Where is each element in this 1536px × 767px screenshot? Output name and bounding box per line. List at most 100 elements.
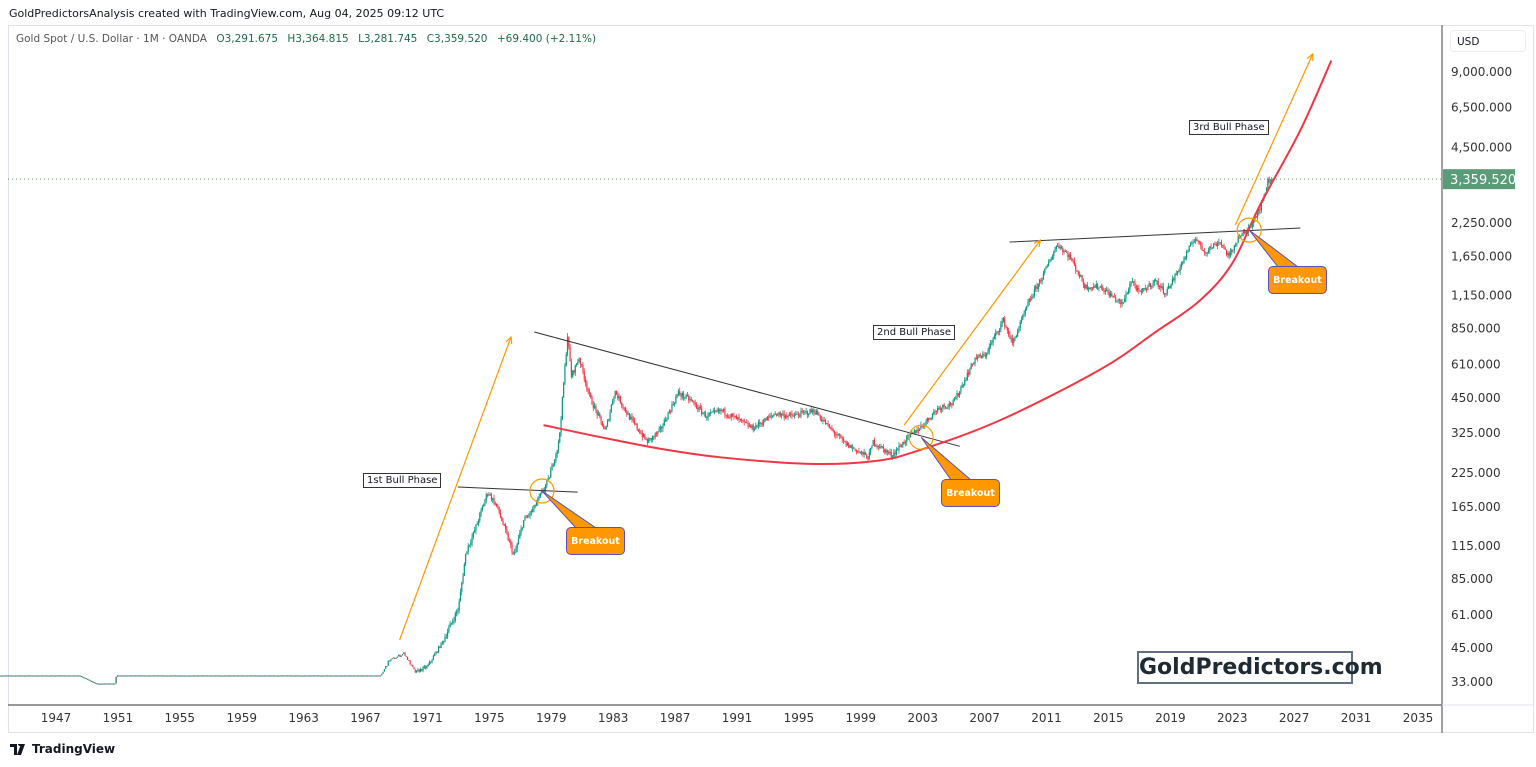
candle-body (111, 683, 113, 685)
candle-body (624, 407, 627, 412)
candle-body (661, 427, 663, 429)
price-tick-label: 2,250.000 (1451, 216, 1512, 230)
candle-body (768, 416, 770, 418)
time-tick-label: 1987 (660, 711, 691, 725)
candle-body (743, 420, 745, 422)
candle-body (416, 670, 418, 673)
candle-body (1215, 243, 1217, 247)
arrow-head-icon (1033, 239, 1042, 248)
candle-body (622, 405, 624, 408)
candle-body (348, 675, 351, 677)
candle-body (1180, 262, 1183, 267)
candle-body (557, 442, 560, 450)
candle-body (181, 675, 183, 677)
candle-body (327, 675, 329, 677)
candle-body (682, 393, 685, 398)
candle-body (600, 416, 602, 422)
candle-body (183, 675, 186, 677)
second-bull-phase-label: 2nd Bull Phase (873, 325, 956, 340)
candle-body (1250, 226, 1252, 228)
candle-body (732, 413, 734, 416)
candle-body (578, 358, 580, 362)
candle-body (559, 432, 561, 443)
candle-body (51, 675, 53, 677)
price-tick-label: 165.000 (1451, 500, 1501, 514)
candle-body (744, 421, 747, 423)
candle-body (341, 675, 343, 677)
candle-body (1220, 242, 1223, 245)
candle-body (16, 675, 18, 677)
candle-body (320, 675, 322, 677)
candle-body (1071, 258, 1073, 261)
candle-body (919, 429, 921, 431)
candle-body (618, 396, 620, 399)
candle-body (1223, 245, 1225, 249)
candle-body (563, 383, 565, 398)
candle-body (334, 675, 336, 677)
candle-body (450, 622, 453, 624)
candle-body (270, 675, 272, 677)
candle-body (566, 336, 569, 355)
candle-body (837, 434, 839, 436)
candle-body (48, 675, 50, 677)
candle-body (410, 664, 413, 666)
candle-body (510, 541, 512, 545)
candle-body (1258, 209, 1260, 214)
candle-body (437, 646, 440, 653)
candle-body (475, 524, 477, 531)
candle-body (324, 675, 326, 677)
candle-body (102, 683, 104, 685)
candle-body (1219, 242, 1221, 244)
candle-body (569, 346, 571, 362)
candle-body (56, 675, 58, 677)
symbol-name[interactable]: Gold Spot / U.S. Dollar · 1M · OANDA (16, 33, 207, 45)
candle-body (534, 505, 536, 507)
candle-body (1073, 261, 1075, 265)
candle-body (773, 414, 775, 416)
candle-body (347, 675, 349, 677)
candle-body (307, 675, 309, 677)
candle-body (685, 394, 687, 398)
candle-body (463, 564, 465, 576)
candle-body (836, 434, 838, 436)
candle-body (399, 654, 401, 657)
candle-body (1200, 241, 1202, 246)
candle-body (855, 449, 858, 453)
candle-body (292, 675, 294, 677)
candle-body (960, 387, 962, 392)
candle-body (922, 425, 925, 427)
candle-body (1089, 287, 1091, 290)
candle-body (830, 427, 832, 429)
candle-body (1135, 285, 1137, 291)
candle-body (881, 446, 883, 448)
candle-body (885, 450, 887, 453)
tradingview-logo[interactable]: TradingView (10, 742, 115, 756)
candle-body (940, 408, 943, 410)
candle-body (889, 451, 891, 453)
candle-body (820, 419, 823, 421)
time-tick-label: 2027 (1279, 711, 1310, 725)
candle-body (539, 493, 542, 497)
candle-body (704, 412, 707, 418)
time-tick-label: 1979 (536, 711, 567, 725)
candle-body (831, 427, 833, 430)
candle-body (1140, 291, 1143, 293)
candle-body (641, 433, 643, 437)
candle-body (1232, 249, 1234, 251)
candle-body (492, 498, 494, 500)
candle-body (1213, 243, 1215, 248)
candle-body (605, 426, 607, 430)
candle-body (1242, 232, 1244, 234)
candle-body (1127, 289, 1130, 294)
currency-button[interactable]: USD (1450, 30, 1526, 52)
candle-body (41, 675, 44, 677)
candle-body (1057, 245, 1059, 247)
candle-body (1033, 288, 1036, 296)
candle-body (842, 438, 845, 441)
candle-body (528, 515, 530, 517)
candle-body (1148, 283, 1150, 287)
candle-body (695, 404, 698, 408)
candle-body (31, 675, 33, 677)
candle-body (61, 675, 63, 677)
